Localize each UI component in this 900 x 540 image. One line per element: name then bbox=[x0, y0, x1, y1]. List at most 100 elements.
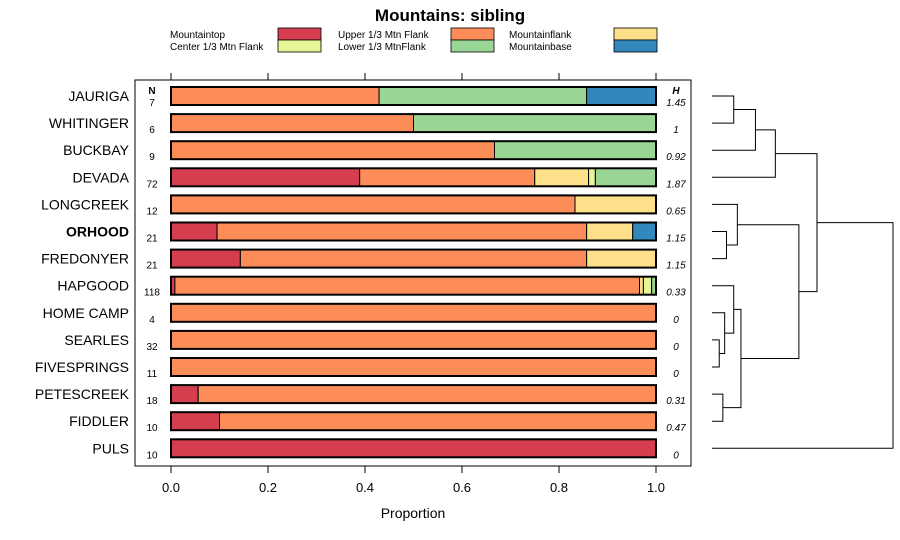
h-value-fiddler: 0.47 bbox=[666, 423, 686, 434]
dendrogram-merge-10 bbox=[737, 224, 800, 360]
h-value-devada: 1.87 bbox=[666, 179, 686, 190]
n-value-whitinger: 6 bbox=[149, 125, 155, 136]
legend-swatch-upper-1-3-mtn-flank bbox=[450, 27, 495, 41]
bar-outline-fivesprings bbox=[170, 357, 657, 377]
bar-segment-orhood-mountaintop bbox=[170, 222, 218, 241]
category-label-fiddler: FIDDLER bbox=[69, 413, 129, 429]
category-label-longcreek: LONGCREEK bbox=[41, 196, 130, 212]
legend-label-upper-1-3-mtn-flank: Upper 1/3 Mtn Flank bbox=[338, 30, 430, 41]
legend-swatch-lower-1-3-mtnflank bbox=[450, 39, 495, 53]
n-value-orhood: 21 bbox=[146, 234, 158, 245]
h-value-fredonyer: 1.15 bbox=[666, 261, 686, 272]
bar-segment-petescreek-upper-1-3-mtn-flank bbox=[197, 384, 657, 404]
bar-segment-devada-center-1-3-mtn-flank bbox=[588, 167, 596, 187]
bar-outline-jauriga bbox=[170, 86, 657, 106]
n-value-home-camp: 4 bbox=[149, 315, 155, 326]
n-value-fredonyer: 21 bbox=[146, 261, 158, 272]
dendrogram-merge-9 bbox=[722, 308, 742, 409]
n-column-header: N bbox=[148, 86, 155, 97]
chart-title: Mountains: sibling bbox=[375, 6, 525, 25]
category-label-hapgood: HAPGOOD bbox=[57, 278, 129, 294]
dendrogram-merge-2 bbox=[712, 129, 776, 178]
category-label-puls: PULS bbox=[92, 440, 129, 456]
dendrogram-merge-0 bbox=[712, 95, 735, 124]
bar-outline-fiddler bbox=[170, 411, 657, 432]
bar-segment-buckbay-lower-1-3-mtnflank bbox=[493, 140, 657, 160]
category-label-devada: DEVADA bbox=[72, 169, 129, 185]
bar-segment-longcreek-upper-1-3-mtn-flank bbox=[170, 194, 576, 214]
legend-swatch-mountainbase bbox=[613, 39, 658, 53]
bar-segment-fredonyer-upper-1-3-mtn-flank bbox=[239, 249, 588, 269]
legend-swatch-mountainflank bbox=[613, 27, 658, 41]
dendrogram-merge-5 bbox=[712, 339, 720, 368]
bar-segment-fivesprings-upper-1-3-mtn-flank bbox=[170, 357, 657, 377]
n-value-fivesprings: 11 bbox=[147, 369, 158, 380]
bar-outline-petescreek bbox=[170, 384, 657, 405]
x-axis-label: Proportion bbox=[381, 505, 446, 521]
n-value-hapgood: 118 bbox=[144, 288, 160, 299]
category-label-buckbay: BUCKBAY bbox=[63, 142, 130, 158]
legend-swatch-mountaintop bbox=[277, 27, 322, 41]
h-value-longcreek: 0.65 bbox=[666, 206, 686, 217]
x-tick-label-5: 1.0 bbox=[647, 480, 665, 495]
n-value-longcreek: 12 bbox=[146, 206, 158, 217]
n-value-fiddler: 10 bbox=[146, 423, 158, 434]
category-label-jauriga: JAURIGA bbox=[68, 88, 129, 104]
legend-label-lower-1-3-mtnflank: Lower 1/3 MtnFlank bbox=[338, 42, 427, 53]
bar-segment-devada-mountaintop bbox=[170, 167, 361, 187]
bar-segment-orhood-upper-1-3-mtn-flank bbox=[216, 222, 588, 241]
bar-segment-hapgood-mountainflank bbox=[639, 276, 644, 296]
x-axis: 0.0 0.2 0.4 0.6 0.8 1.0 bbox=[162, 73, 665, 495]
bar-segment-jauriga-mountainbase bbox=[586, 86, 657, 106]
h-value-searles: 0 bbox=[673, 342, 679, 353]
bar-segment-orhood-mountainflank bbox=[586, 222, 634, 241]
bar-segment-longcreek-mountainflank bbox=[574, 194, 657, 214]
bar-outline-whitinger bbox=[170, 113, 657, 134]
dendrogram bbox=[712, 95, 894, 449]
legend-label-mountaintop: Mountaintop bbox=[170, 30, 225, 41]
bar-segment-puls-mountaintop bbox=[170, 438, 657, 458]
bar-outline-devada bbox=[170, 167, 657, 188]
bar-outline-puls bbox=[170, 438, 657, 459]
dendrogram-merge-3 bbox=[712, 231, 727, 260]
category-label-searles: SEARLES bbox=[64, 332, 129, 348]
h-value-hapgood: 0.33 bbox=[666, 288, 686, 299]
bar-outline-fredonyer bbox=[170, 248, 657, 269]
bar-outline-searles bbox=[170, 329, 657, 350]
bar-segment-orhood-mountainbase bbox=[632, 222, 657, 241]
bar-segment-searles-upper-1-3-mtn-flank bbox=[170, 330, 657, 350]
dendrogram-merge-8 bbox=[712, 393, 724, 422]
bar-outline-longcreek bbox=[170, 194, 657, 215]
h-value-buckbay: 0.92 bbox=[666, 152, 686, 163]
plot-frame bbox=[134, 79, 692, 467]
n-value-buckbay: 9 bbox=[149, 152, 155, 163]
h-value-whitinger: 1 bbox=[673, 125, 679, 136]
bar-segment-jauriga-upper-1-3-mtn-flank bbox=[170, 86, 380, 106]
bar-segment-petescreek-mountaintop bbox=[170, 384, 199, 404]
h-value-home-camp: 0 bbox=[673, 315, 679, 326]
category-label-whitinger: WHITINGER bbox=[49, 115, 129, 131]
h-value-orhood: 1.15 bbox=[666, 234, 686, 245]
bar-segment-fiddler-upper-1-3-mtn-flank bbox=[219, 411, 657, 431]
h-value-fivesprings: 0 bbox=[673, 369, 679, 380]
bar-outline-hapgood bbox=[170, 275, 657, 296]
bar-outline-buckbay bbox=[170, 140, 657, 161]
n-value-petescreek: 18 bbox=[146, 396, 158, 407]
bar-segment-home-camp-upper-1-3-mtn-flank bbox=[170, 303, 657, 323]
x-tick-label-0: 0.0 bbox=[162, 480, 180, 495]
n-value-puls: 10 bbox=[146, 450, 158, 461]
bar-segment-devada-lower-1-3-mtnflank bbox=[594, 167, 657, 187]
bar-segment-fiddler-mountaintop bbox=[170, 411, 220, 431]
bar-segment-buckbay-upper-1-3-mtn-flank bbox=[170, 140, 495, 160]
h-column-header: H bbox=[672, 86, 680, 97]
h-value-petescreek: 0.31 bbox=[666, 396, 685, 407]
bars: JAURIGA 7 1.45 WHITINGER 6 1 BUCKBAY 9 0.92 DEVAD… bbox=[35, 86, 686, 461]
dendrogram-merge-12 bbox=[712, 222, 894, 449]
category-label-fredonyer: FREDONYER bbox=[41, 251, 129, 267]
bar-segment-whitinger-lower-1-3-mtnflank bbox=[413, 113, 657, 133]
n-value-jauriga: 7 bbox=[149, 98, 155, 109]
legend-label-mountainflank: Mountainflank bbox=[509, 30, 572, 41]
bar-outline-home-camp bbox=[170, 302, 657, 323]
bar-segment-devada-mountainflank bbox=[534, 167, 590, 187]
